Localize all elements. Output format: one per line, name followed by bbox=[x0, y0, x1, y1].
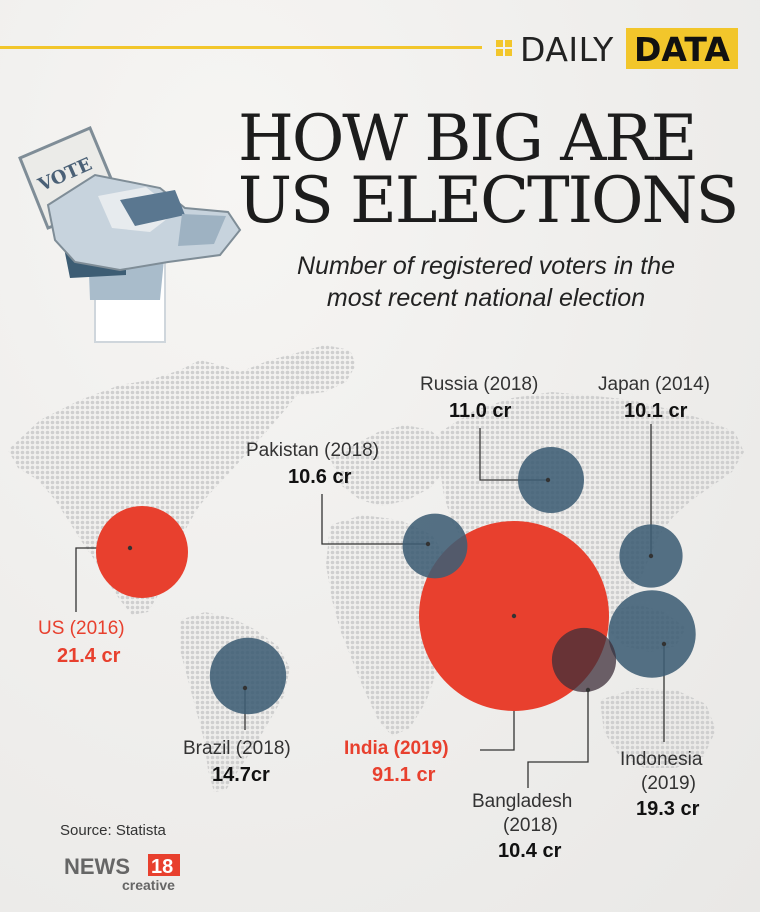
news18-creative-logo: NEWS 18 creative bbox=[64, 854, 180, 893]
map-europe bbox=[330, 425, 450, 506]
value-indonesia: 19.3 cr bbox=[636, 798, 700, 820]
label-japan: Japan (2014) bbox=[598, 374, 710, 395]
bubble-russia bbox=[518, 447, 584, 513]
logo-18: 18 bbox=[151, 856, 173, 878]
bubble-center-japan bbox=[648, 553, 654, 559]
label-bangladesh-1: Bangladesh bbox=[472, 791, 573, 812]
bubble-center-brazil bbox=[242, 685, 248, 691]
bubble-us bbox=[96, 506, 188, 598]
brand-data: DATA bbox=[626, 28, 738, 69]
brand-daily: DAILY bbox=[520, 30, 614, 69]
leader-bangladesh bbox=[527, 690, 589, 788]
bubble-indonesia bbox=[608, 590, 696, 678]
bubble-center-indonesia bbox=[661, 641, 667, 647]
title-line-2: US ELECTIONS bbox=[238, 164, 739, 238]
label-russia: Russia (2018) bbox=[420, 374, 539, 395]
logo-creative: creative bbox=[122, 877, 175, 893]
fist-holding-vote-ballot-icon: VOTE bbox=[18, 126, 242, 343]
label-bangladesh-2: (2018) bbox=[503, 815, 558, 836]
header-rule bbox=[0, 46, 482, 49]
page-title: HOW BIG ARE US ELECTIONS bbox=[238, 102, 758, 238]
bubble-pakistan bbox=[402, 513, 468, 579]
label-brazil: Brazil (2018) bbox=[183, 738, 291, 759]
value-pakistan: 10.6 cr bbox=[288, 466, 352, 488]
value-brazil: 14.7cr bbox=[212, 764, 270, 786]
leader-pakistan bbox=[321, 494, 428, 545]
value-japan: 10.1 cr bbox=[624, 400, 688, 422]
map-australia bbox=[600, 688, 716, 768]
source-note: Source: Statista bbox=[60, 822, 166, 839]
bubble-center-us bbox=[127, 545, 133, 551]
logo-news: NEWS bbox=[64, 854, 130, 879]
map-greenland bbox=[280, 345, 356, 395]
label-pakistan: Pakistan (2018) bbox=[246, 440, 380, 461]
subtitle-line-2: most recent national election bbox=[326, 284, 646, 312]
bubble-center-pakistan bbox=[425, 541, 431, 547]
map-north-america bbox=[8, 352, 330, 615]
value-us: 21.4 cr bbox=[57, 645, 121, 667]
label-us: US (2016) bbox=[38, 618, 125, 639]
page-subtitle: Number of registered voters in the most … bbox=[236, 250, 736, 314]
bubble-center-russia bbox=[545, 477, 551, 483]
subtitle-line-1: Number of registered voters in the bbox=[297, 252, 675, 280]
title-line-1: HOW BIG ARE bbox=[238, 102, 697, 176]
brand-dots-icon bbox=[496, 40, 512, 56]
bubble-centers bbox=[127, 477, 667, 693]
bubble-center-bangladesh bbox=[585, 687, 591, 693]
bubble-center-india bbox=[511, 613, 517, 619]
label-indonesia-1: Indonesia bbox=[620, 749, 703, 770]
value-india: 91.1 cr bbox=[372, 764, 436, 786]
value-bangladesh: 10.4 cr bbox=[498, 840, 562, 862]
bubble-bangladesh bbox=[551, 627, 617, 693]
bubble-brazil bbox=[209, 637, 287, 715]
label-india: India (2019) bbox=[344, 738, 449, 759]
label-indonesia-2: (2019) bbox=[641, 773, 696, 794]
value-russia: 11.0 cr bbox=[449, 400, 512, 422]
